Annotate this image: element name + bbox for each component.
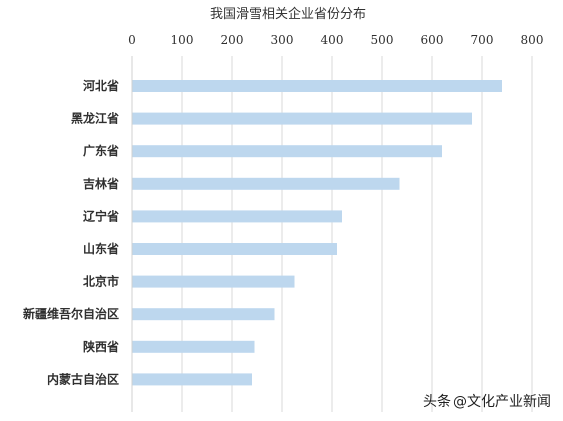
bar <box>132 243 337 255</box>
category-label: 广东省 <box>83 143 119 158</box>
bar <box>132 340 255 353</box>
category-label: 河北省 <box>82 78 119 93</box>
bars <box>132 80 502 386</box>
x-tick-label: 400 <box>321 33 344 47</box>
x-tick-label: 600 <box>421 33 444 47</box>
grid-lines <box>181 56 533 412</box>
category-label: 黑龙江省 <box>71 111 119 126</box>
x-tick-label: 100 <box>171 33 194 47</box>
bar <box>132 373 252 386</box>
watermark: 头条 @文化产业新闻 <box>423 391 551 411</box>
x-tick-label: 300 <box>271 33 294 47</box>
category-label: 辽宁省 <box>83 208 119 223</box>
bar <box>132 80 502 92</box>
category-label: 吉林省 <box>83 176 119 191</box>
bar <box>132 210 342 223</box>
category-label: 北京市 <box>83 274 119 289</box>
category-label: 内蒙古自治区 <box>47 371 119 386</box>
x-tick-label: 500 <box>371 33 394 47</box>
chart-title: 我国滑雪相关企业省份分布 <box>210 6 366 22</box>
watermark-prefix: 头条 <box>423 394 451 410</box>
x-tick-label: 200 <box>221 33 244 47</box>
bar <box>132 308 275 321</box>
x-tick-labels: 0 100 200 300 400 500 600 700 800 <box>128 33 543 47</box>
bar <box>132 145 442 158</box>
bar <box>132 275 295 288</box>
bar <box>132 112 472 125</box>
category-label: 山东省 <box>83 241 119 256</box>
category-label: 陕西省 <box>83 339 119 354</box>
x-tick-label: 0 <box>128 33 136 47</box>
category-label: 新疆维吾尔自治区 <box>23 306 119 321</box>
x-tick-label: 800 <box>521 33 544 47</box>
watermark-account: @文化产业新闻 <box>453 394 551 410</box>
x-tick-label: 700 <box>471 33 494 47</box>
bar <box>132 177 400 190</box>
